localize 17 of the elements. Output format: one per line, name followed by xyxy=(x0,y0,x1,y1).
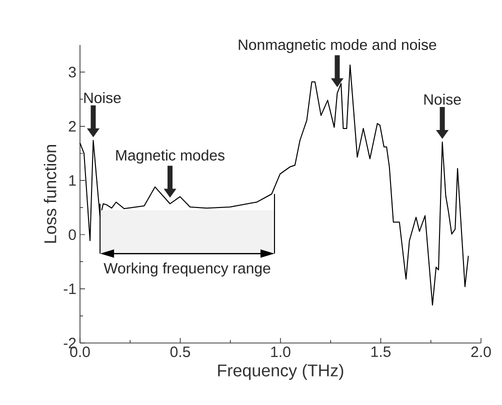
y-tick-label: 1 xyxy=(69,175,76,186)
annotation: Magnetic modes xyxy=(116,150,224,164)
y-tick-label: -1 xyxy=(64,284,76,294)
y-axis-title: Loss function xyxy=(44,145,56,243)
y-tick-label: 0 xyxy=(68,229,76,240)
annotation: Noise xyxy=(424,94,461,105)
x-axis-title: Frequency (THz) xyxy=(218,364,344,380)
annotation: Nonmagnetic mode and noise xyxy=(238,39,436,54)
x-tick-label: 0.0 xyxy=(70,346,90,358)
band-label: Working frequency range xyxy=(104,262,270,277)
x-tick-label: 2.0 xyxy=(471,346,491,358)
y-tick-label: 2 xyxy=(68,121,76,132)
x-tick-label: 1.0 xyxy=(271,346,290,358)
y-tick-label: 3 xyxy=(68,66,76,78)
annotation: Noise xyxy=(84,92,121,104)
x-tick-label: 1.5 xyxy=(371,346,391,357)
x-tick-label: 0.5 xyxy=(170,346,190,358)
